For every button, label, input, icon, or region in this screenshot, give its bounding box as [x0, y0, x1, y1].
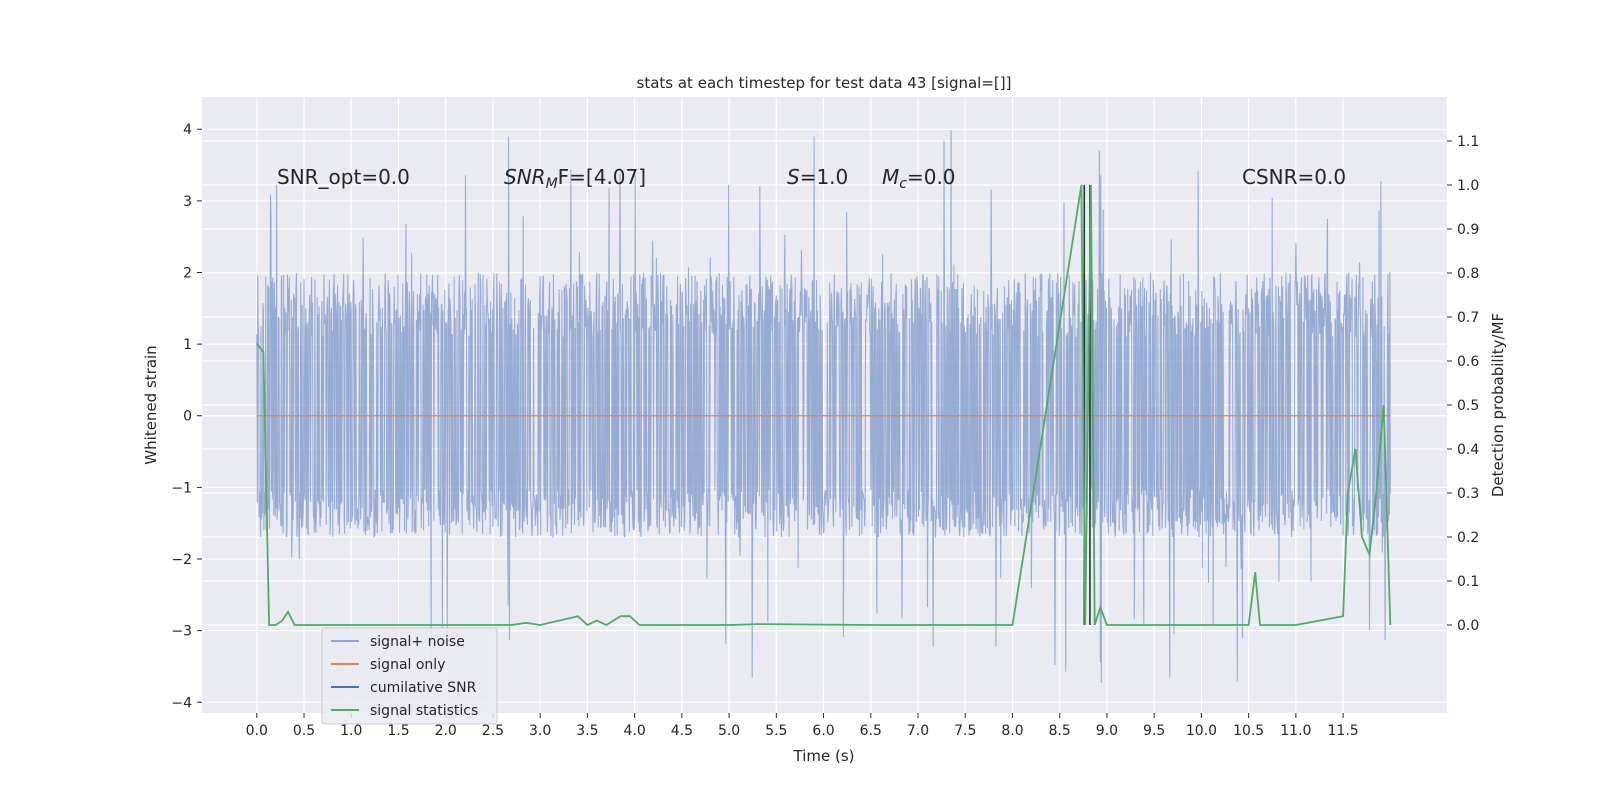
x-tick-label-3: 1.5 — [387, 723, 409, 739]
x-tick-label-14: 7.0 — [907, 723, 929, 739]
y2-tick-label-5: 0.6 — [1457, 354, 1479, 370]
legend: signal+ noise signal only cumilative SNR si… — [321, 627, 498, 725]
y-tick-label-2: 2 — [183, 265, 192, 281]
x-tick-label-6: 3.0 — [529, 723, 551, 739]
annotation-mc-value: =0.0 — [907, 165, 956, 189]
x-tick-label-21: 10.5 — [1233, 723, 1264, 739]
legend-label-1: signal only — [370, 657, 445, 673]
x-tick-label-0: 0.0 — [246, 723, 268, 739]
x-axis-ticks: 0.0 0.5 1.0 1.5 2.0 2.5 3.0 3.5 4.0 4.5 5.0 5.5 6.0 6… — [246, 713, 1359, 739]
legend-box — [321, 627, 498, 725]
annotation-mc-symbol: M — [882, 165, 899, 189]
y2-tick-label-11: 0.0 — [1457, 618, 1479, 634]
y2-axis-ticks: 1.1 1.0 0.9 0.8 0.7 0.6 0.5 0.4 0.3 0.2 0.1 0.0 — [1447, 134, 1479, 634]
y2-tick-label-2: 0.9 — [1457, 222, 1479, 238]
series-signal-statistics — [256, 184, 1392, 627]
annotation-snr-mf-rest: F=[4.07] — [558, 165, 646, 189]
y2-tick-label-7: 0.4 — [1457, 442, 1479, 458]
x-tick-label-20: 10.0 — [1186, 723, 1217, 739]
y-axis-ticks: 4 3 2 1 0 −1 −2 −3 −4 — [171, 122, 202, 711]
x-tick-label-18: 9.0 — [1096, 723, 1118, 739]
y-tick-label-3: 1 — [183, 337, 192, 353]
series-signal-noise — [256, 130, 1391, 683]
annotation-snr-opt: SNR_opt=0.0 — [277, 165, 410, 189]
annotation-s-symbol: S — [787, 165, 800, 189]
y2-tick-label-3: 0.8 — [1457, 266, 1479, 282]
x-tick-label-12: 6.0 — [812, 723, 834, 739]
annotation-snr-mf-base: SNR — [504, 165, 546, 189]
x-tick-label-10: 5.0 — [718, 723, 740, 739]
x-tick-label-5: 2.5 — [482, 723, 504, 739]
y-tick-label-1: 3 — [183, 194, 192, 210]
x-tick-label-2: 1.0 — [340, 723, 362, 739]
x-tick-label-13: 6.5 — [860, 723, 882, 739]
y-tick-label-8: −4 — [171, 695, 192, 711]
x-tick-label-15: 7.5 — [954, 723, 976, 739]
signal-statistics-line — [256, 184, 1392, 627]
annotation-snr-mf-sub: M — [546, 176, 558, 192]
y2-tick-label-4: 0.7 — [1457, 310, 1479, 326]
y-tick-label-5: −1 — [171, 480, 192, 496]
y2-tick-label-8: 0.3 — [1457, 486, 1479, 502]
y2-tick-label-0: 1.1 — [1457, 134, 1479, 150]
legend-label-2: cumilative SNR — [370, 680, 477, 696]
legend-label-0: signal+ noise — [370, 634, 465, 650]
legend-items: signal+ noise signal only cumilative SNR si… — [331, 634, 478, 719]
legend-label-3: signal statistics — [370, 703, 478, 719]
annotation-csnr: CSNR=0.0 — [1242, 165, 1346, 189]
y2-tick-label-9: 0.2 — [1457, 530, 1479, 546]
signal-noise-line — [256, 130, 1391, 683]
annotations: SNR_opt=0.0 SNRMF=[4.07] S=1.0 Mc=0.0 CS… — [277, 165, 1346, 192]
x-tick-label-23: 11.5 — [1328, 723, 1359, 739]
y-tick-label-4: 0 — [183, 409, 192, 425]
annotation-mc-sub: c — [899, 176, 907, 192]
annotation-s: S=1.0 — [787, 165, 848, 189]
y-tick-label-0: 4 — [183, 122, 192, 138]
plot-area — [202, 97, 1447, 713]
y-axis-label: Whitened strain — [142, 345, 160, 464]
x-tick-label-8: 4.0 — [623, 723, 645, 739]
chart-title: stats at each timestep for test data 43 … — [637, 74, 1012, 92]
x-tick-label-19: 9.5 — [1143, 723, 1165, 739]
y2-axis-label: Detection probability/MF — [1489, 313, 1507, 497]
annotation-snr-mf: SNRMF=[4.07] — [504, 165, 646, 192]
x-tick-label-11: 5.5 — [765, 723, 787, 739]
x-tick-label-17: 8.5 — [1049, 723, 1071, 739]
x-tick-label-4: 2.0 — [435, 723, 457, 739]
x-tick-label-16: 8.0 — [1001, 723, 1023, 739]
x-tick-label-7: 3.5 — [576, 723, 598, 739]
y-tick-label-7: −3 — [171, 624, 192, 640]
x-tick-label-22: 11.0 — [1280, 723, 1311, 739]
y2-tick-label-6: 0.5 — [1457, 398, 1479, 414]
x-tick-label-1: 0.5 — [293, 723, 315, 739]
x-tick-label-9: 4.5 — [671, 723, 693, 739]
x-axis-label: Time (s) — [793, 747, 855, 765]
annotation-s-value: =1.0 — [800, 165, 849, 189]
y2-tick-label-1: 1.0 — [1457, 178, 1479, 194]
y-tick-label-6: −2 — [171, 552, 192, 568]
annotation-mc: Mc=0.0 — [882, 165, 956, 192]
y2-tick-label-10: 0.1 — [1457, 574, 1479, 590]
